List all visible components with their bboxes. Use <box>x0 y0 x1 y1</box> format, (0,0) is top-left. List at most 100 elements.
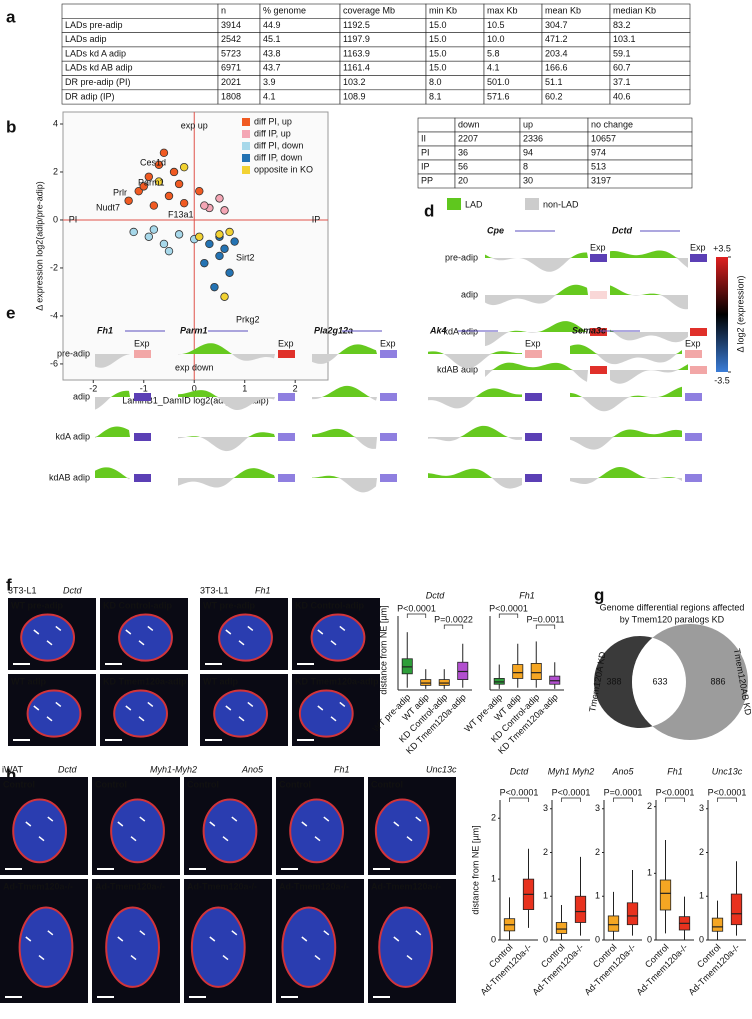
panel-label: d <box>424 201 434 220</box>
table-cell: 304.7 <box>545 20 568 30</box>
gene-name: Sema3c <box>572 325 606 335</box>
point <box>180 163 188 171</box>
p-value: P<0.0001 <box>656 787 695 797</box>
gene-name: Ak4 <box>429 325 447 335</box>
annotation: PI <box>69 214 78 224</box>
exp-box <box>134 433 151 441</box>
p-value: P<0.0001 <box>708 787 747 797</box>
track-lad <box>610 364 688 370</box>
table-cell: 1161.4 <box>343 63 370 73</box>
table-cell: 83.2 <box>613 20 631 30</box>
panel-label: b <box>6 117 16 136</box>
point <box>201 259 209 267</box>
y-tick-label: 1 <box>595 891 600 901</box>
table-cell: 15.0 <box>429 48 447 58</box>
image-label: Ad-Tmem120a-/- <box>3 881 73 891</box>
track-non-lad <box>610 258 688 268</box>
exp-box <box>134 393 151 401</box>
track-lad <box>485 252 588 258</box>
track-non-lad <box>570 354 682 364</box>
table-cell-border <box>520 160 588 174</box>
p-value: P=0.0022 <box>434 614 473 624</box>
track-lad <box>485 285 588 295</box>
box <box>531 663 541 679</box>
track-lad <box>95 391 130 397</box>
table-cell: 471.2 <box>545 34 568 44</box>
table-header: median Kb <box>613 6 656 16</box>
legend-label: LAD <box>465 199 483 209</box>
exp-box <box>380 474 397 482</box>
exp-box <box>134 474 151 482</box>
track-non-lad <box>570 397 682 411</box>
table-header: coverage Mb <box>343 6 395 16</box>
y-tick-label: 0 <box>595 934 600 944</box>
track-lad <box>610 285 688 295</box>
track-lad <box>570 345 682 354</box>
table-header: no change <box>591 119 633 129</box>
table-cell: 513 <box>591 161 606 171</box>
gene-name: Dctd <box>58 764 78 774</box>
table-cell: 5723 <box>221 48 241 58</box>
track-non-lad <box>95 478 130 479</box>
point <box>160 149 168 157</box>
table-cell-border <box>418 118 455 132</box>
table-cell-border <box>62 4 218 18</box>
table-cell: 3197 <box>591 175 611 185</box>
table-cell: 2542 <box>221 34 241 44</box>
bracket <box>407 614 426 618</box>
nucleus <box>282 908 335 987</box>
x-tick-label: -1 <box>140 383 148 393</box>
nucleus <box>379 908 432 987</box>
track-non-lad <box>428 397 522 408</box>
y-axis-label: Δ expression log2(adip/pre-adip) <box>34 181 44 311</box>
table-cell: 60.7 <box>613 63 631 73</box>
nucleus <box>119 615 172 661</box>
nucleus <box>114 691 167 737</box>
table-cell: 8 <box>523 161 528 171</box>
row-label: adip <box>461 289 478 299</box>
gene-label: Sirt2 <box>236 252 255 262</box>
table-cell: 10657 <box>591 133 616 143</box>
track-lad <box>95 467 130 478</box>
exp-label: Exp <box>278 338 294 348</box>
point <box>216 252 224 260</box>
exp-label: Exp <box>525 338 541 348</box>
point <box>216 195 224 203</box>
gene-name: Parm1 <box>180 325 208 335</box>
colorbar-tick-label: +3.5 <box>713 243 731 253</box>
venn-title: by Tmem120 paralogs KD <box>620 614 725 624</box>
point <box>125 197 133 205</box>
track-lad <box>178 468 275 478</box>
colorbar-title: Δ log2 (expression) <box>735 275 745 352</box>
y-tick-label: 1 <box>491 874 496 884</box>
chart-title: Unc13c <box>712 766 743 776</box>
bracket <box>666 798 685 802</box>
point <box>180 199 188 207</box>
table-cell: DR adip (IP) <box>65 91 115 101</box>
track-non-lad <box>485 295 588 305</box>
track-non-lad <box>428 437 522 441</box>
box <box>575 896 585 922</box>
gene-name: Fh1 <box>97 325 113 335</box>
nucleus <box>111 800 164 863</box>
gene-name: Unc13c <box>426 764 457 774</box>
row-label: pre-adip <box>445 252 478 262</box>
table-cell: 2336 <box>523 133 543 143</box>
y-tick-label: 0 <box>491 934 496 944</box>
track-lad <box>312 386 377 397</box>
point <box>130 228 138 236</box>
panel-label: a <box>6 7 16 26</box>
gene-name: Dctd <box>612 225 633 235</box>
table-cell: 60.2 <box>545 91 563 101</box>
y-tick-label: 0 <box>647 934 652 944</box>
y-tick-label: 2 <box>595 847 600 857</box>
venn-count: 633 <box>652 676 667 686</box>
point <box>206 240 214 248</box>
track-non-lad <box>570 437 682 450</box>
nucleus <box>21 615 74 661</box>
table-cell: 36 <box>458 147 468 157</box>
table-cell: 3914 <box>221 20 241 30</box>
colorbar <box>716 257 728 372</box>
y-tick-label: 3 <box>543 803 548 813</box>
